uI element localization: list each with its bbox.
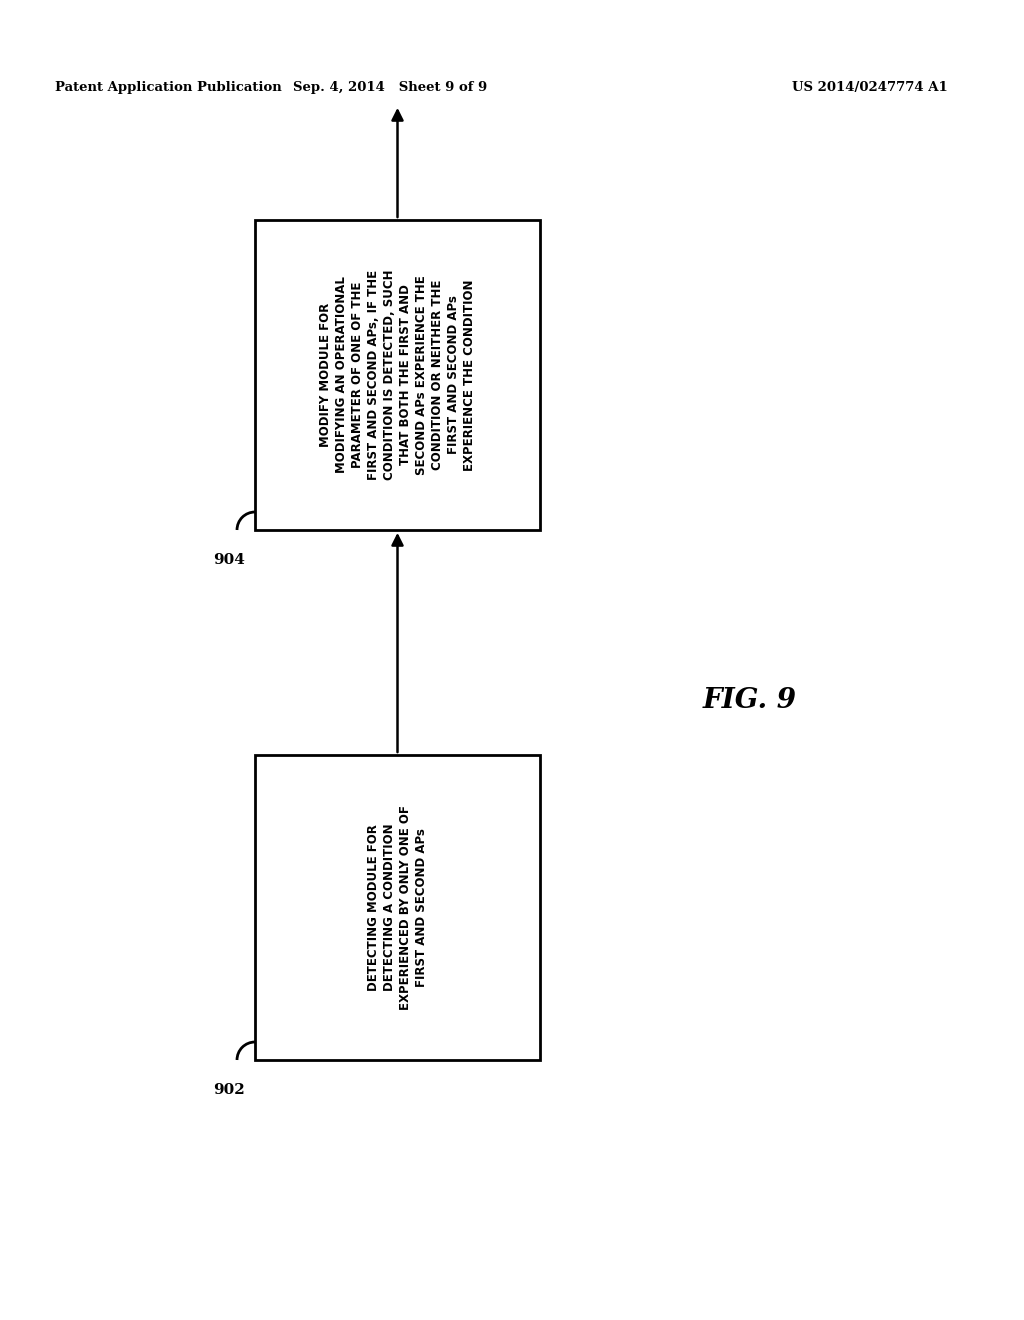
Text: 902: 902 — [213, 1082, 245, 1097]
Text: FIG. 9: FIG. 9 — [703, 686, 797, 714]
Text: Sep. 4, 2014   Sheet 9 of 9: Sep. 4, 2014 Sheet 9 of 9 — [293, 82, 487, 95]
Text: DETECTING MODULE FOR
DETECTING A CONDITION
EXPERIENCED BY ONLY ONE OF
FIRST AND : DETECTING MODULE FOR DETECTING A CONDITI… — [367, 805, 428, 1010]
Bar — [255, 755, 540, 1060]
Text: 904: 904 — [213, 553, 245, 568]
Text: MODIFY MODULE FOR
MODIFYING AN OPERATIONAL
PARAMETER OF ONE OF THE
FIRST AND SEC: MODIFY MODULE FOR MODIFYING AN OPERATION… — [319, 269, 476, 480]
Text: Patent Application Publication: Patent Application Publication — [55, 82, 282, 95]
Text: US 2014/0247774 A1: US 2014/0247774 A1 — [793, 82, 948, 95]
Bar — [255, 220, 540, 531]
